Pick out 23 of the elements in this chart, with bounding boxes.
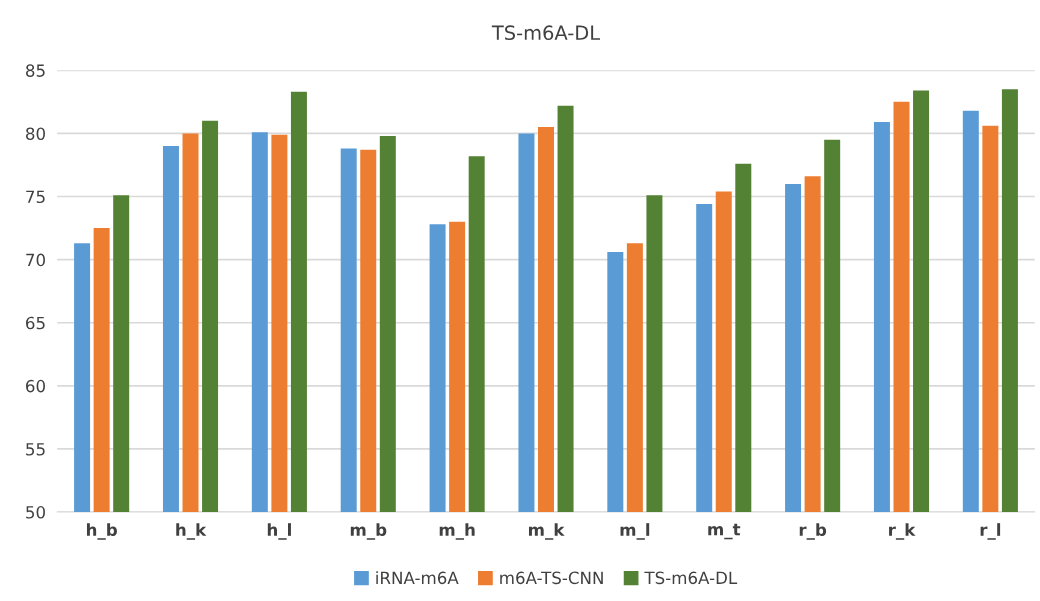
x-tick-label: h_l	[267, 523, 291, 540]
x-tick-label: m_t	[708, 523, 741, 540]
x-tick-label: h_b	[86, 523, 117, 540]
x-tick-label: m_l	[620, 523, 650, 540]
chart-title: TS-m6A-DL	[491, 25, 601, 41]
x-tick-label: h_k	[176, 523, 207, 540]
x-tick-label: m_h	[439, 523, 475, 540]
y-tick-label: 55	[26, 443, 45, 456]
x-tick-label: r_l	[980, 523, 1001, 540]
legend-label: m6A-TS-CNN	[500, 571, 603, 585]
y-tick-label: 65	[26, 316, 45, 330]
y-tick-label: 80	[26, 127, 45, 140]
y-tick-label: 85	[26, 64, 45, 77]
x-tick-label: m_k	[528, 523, 565, 540]
x-tick-label: r_b	[799, 523, 827, 540]
legend-label: TS-m6A-DL	[644, 571, 738, 585]
x-tick-label: r_k	[889, 523, 916, 540]
y-tick-label: 60	[26, 379, 45, 393]
y-tick-label: 70	[26, 253, 45, 267]
y-tick-label: 50	[26, 506, 45, 519]
y-tick-label: 75	[26, 190, 45, 204]
legend-label: iRNA-m6A	[376, 571, 459, 585]
x-tick-label: m_b	[350, 523, 387, 540]
